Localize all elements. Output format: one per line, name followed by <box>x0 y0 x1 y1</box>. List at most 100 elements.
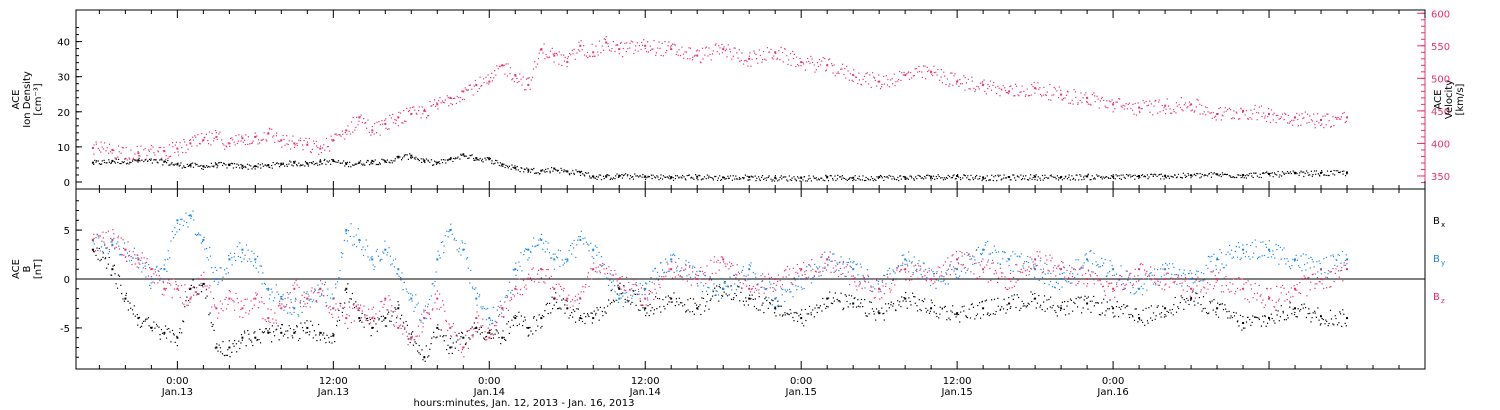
bx-series-sample <box>1100 314 1102 316</box>
bx-series-sample <box>1279 316 1281 318</box>
bx-series-sample <box>1205 312 1208 314</box>
velocity-series-sample <box>997 85 999 87</box>
density-series-sample <box>268 166 270 168</box>
velocity-series-sample <box>831 65 834 67</box>
bz-series-sample <box>150 276 152 278</box>
density-series-sample <box>1032 176 1034 179</box>
bx-series-sample <box>543 316 545 318</box>
bx-series-sample <box>702 297 704 299</box>
velocity-series-point <box>722 48 725 51</box>
by-series-sample <box>579 236 581 238</box>
bx-series-sample <box>562 298 564 300</box>
bx-series-sample <box>404 328 406 330</box>
density-series-sample <box>150 159 152 161</box>
by-series-point <box>202 238 205 241</box>
by-series-sample <box>526 248 528 250</box>
velocity-series-sample <box>1026 88 1028 90</box>
density-series-sample <box>199 165 201 167</box>
by-series-sample <box>571 242 573 245</box>
by-series-sample <box>779 305 781 307</box>
bz-series-sample <box>140 257 143 259</box>
bx-series-sample <box>684 304 686 306</box>
velocity-series-sample <box>940 76 942 78</box>
density-series-sample <box>827 180 830 182</box>
velocity-series-sample <box>451 103 453 106</box>
by-series-sample <box>1146 289 1148 291</box>
density-series-sample <box>734 178 736 180</box>
velocity-series-sample <box>689 47 692 49</box>
by-series-sample <box>681 276 684 278</box>
velocity-series-sample <box>522 76 524 78</box>
density-series-sample <box>477 158 479 161</box>
by-series-sample <box>949 264 951 266</box>
bx-series-sample <box>541 314 543 317</box>
by-series-sample <box>586 243 589 245</box>
velocity-series-sample <box>1275 122 1277 124</box>
bx-series-sample <box>609 303 611 305</box>
velocity-series-sample <box>560 54 562 56</box>
density-series-sample <box>1278 176 1280 178</box>
density-series-sample <box>750 175 752 177</box>
velocity-series-sample <box>534 61 536 63</box>
density-series-sample <box>460 154 462 156</box>
by-series-sample <box>622 295 624 297</box>
bx-series-sample <box>630 303 632 305</box>
bx-series-sample <box>718 285 720 288</box>
by-series-sample <box>1200 272 1202 274</box>
by-series-sample <box>1200 280 1202 282</box>
by-series-sample <box>1083 262 1085 264</box>
velocity-series-sample <box>350 121 353 123</box>
bx-series-sample <box>454 347 456 349</box>
velocity-series-sample <box>993 81 995 84</box>
by-series-sample <box>709 277 711 279</box>
by-series-sample <box>207 259 210 261</box>
velocity-series-sample <box>411 106 414 108</box>
density-series-sample <box>304 160 307 163</box>
velocity-series-sample <box>899 70 901 73</box>
density-series-sample <box>160 158 162 160</box>
density-series-sample <box>1160 178 1162 180</box>
density-series-sample <box>499 162 501 164</box>
bx-series-sample <box>449 338 451 340</box>
density-series-sample <box>530 168 532 170</box>
density-series-sample <box>139 160 141 162</box>
by-series-sample <box>663 272 665 274</box>
density-series-sample <box>153 159 155 161</box>
density-series-sample <box>661 178 664 180</box>
velocity-series-sample <box>682 53 684 55</box>
density-series-sample <box>1043 177 1045 179</box>
by-series-sample <box>504 296 506 298</box>
density-series-sample <box>110 162 112 164</box>
velocity-series-sample <box>1170 112 1172 114</box>
bx-series-sample <box>601 310 603 313</box>
velocity-series-sample <box>561 64 563 66</box>
bx-series-sample <box>436 336 438 338</box>
density-series-sample <box>496 160 498 162</box>
by-series-sample <box>1091 263 1094 265</box>
density-series-sample <box>228 164 230 166</box>
density-series-sample <box>344 165 346 167</box>
bx-series-sample <box>1061 301 1063 303</box>
velocity-series-sample <box>903 71 905 74</box>
by-series-sample <box>326 294 328 297</box>
by-series-point <box>397 268 400 271</box>
by-series-sample <box>453 239 455 241</box>
bx-series-sample <box>1067 301 1069 303</box>
bx-series-sample <box>524 319 526 321</box>
velocity-series-point <box>605 41 608 44</box>
density-series-sample <box>1295 172 1297 174</box>
velocity-series-sample <box>269 128 271 130</box>
velocity-series-sample <box>115 157 117 159</box>
by-series-sample <box>542 248 544 250</box>
density-series-sample <box>213 166 215 168</box>
bx-series-sample <box>588 315 590 318</box>
velocity-series-sample <box>1162 109 1164 112</box>
by-series-sample <box>492 306 494 308</box>
by-series-sample <box>850 266 852 268</box>
bx-series-sample <box>1011 295 1013 297</box>
velocity-series-sample <box>1252 113 1254 115</box>
density-series-point <box>527 168 530 171</box>
density-series-sample <box>732 175 734 177</box>
by-series-sample <box>1012 251 1014 253</box>
by-series-sample <box>987 259 989 261</box>
